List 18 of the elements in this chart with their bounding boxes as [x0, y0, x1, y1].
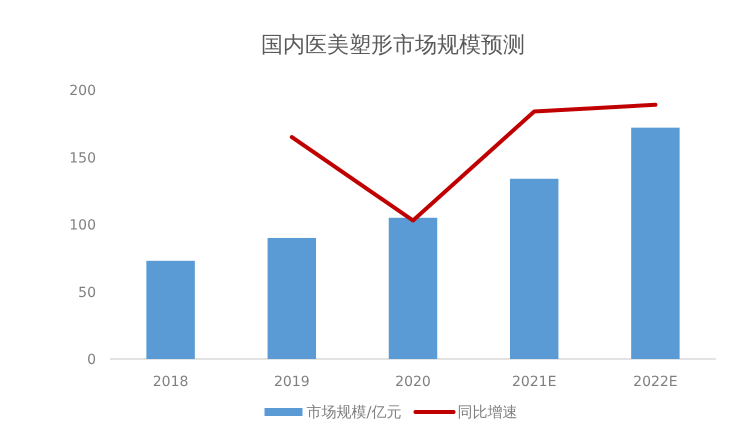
- x-tick-label: 2019: [274, 374, 310, 390]
- y-tick-label: 200: [69, 83, 96, 99]
- x-tick-label: 2021E: [512, 374, 556, 390]
- bar: [146, 260, 195, 359]
- y-tick-label: 100: [69, 218, 96, 234]
- bar: [268, 238, 316, 359]
- bar: [510, 178, 558, 359]
- x-tick-label: 2022E: [633, 374, 678, 390]
- legend-label: 同比增速: [458, 403, 518, 421]
- legend-label: 市场规模/亿元: [306, 403, 402, 421]
- x-tick-label: 2020: [395, 374, 431, 390]
- chart-title: 国内医美塑形市场规模预测: [261, 33, 525, 58]
- bar: [631, 128, 680, 359]
- bar: [388, 218, 438, 359]
- y-tick-label: 50: [78, 284, 96, 301]
- y-tick-label: 150: [69, 150, 96, 166]
- y-tick-label: 0: [87, 352, 96, 368]
- x-tick-label: 2018: [152, 374, 188, 390]
